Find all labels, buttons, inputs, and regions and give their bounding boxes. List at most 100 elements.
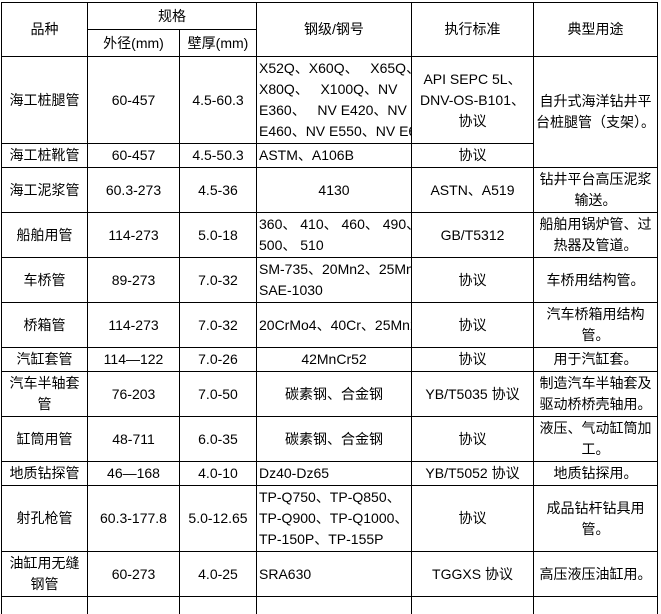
od-cell: 46—168 [87,461,180,486]
od-cell: 60.3-177.8 [87,485,180,552]
empty-cell [533,596,658,614]
use-cell: 汽车桥箱用结构 管。 [533,302,658,348]
wt-cell: 6.0-35 [179,416,257,462]
use-cell: 高压液压油缸用。 [533,551,658,597]
wt-cell: 5.0-12.65 [179,485,257,552]
header-outer-diameter: 外径(mm) [87,29,180,57]
table-row: 汽车半轴套 管 76-203 7.0-50 碳素钢、合金钢 YB/T5035 协议 制造汽… [1,371,658,417]
product-cell: 射孔枪管 [1,485,88,552]
use-cell: 用于汽缸套。 [533,347,658,372]
grade-cell: ASTM、A106B [256,143,412,168]
table-row: 油缸用无缝 钢管 60-273 4.0-25 SRA630 TGGXS 协议 高压液压油缸… [1,551,658,597]
grade-cell: TP-Q750、TP-Q850、 TP-Q900、TP-Q1000、 TP-15… [256,485,412,552]
product-cell: 地质钻探管 [1,461,88,486]
od-cell: 60-457 [87,56,180,144]
empty-cell [1,596,88,614]
table-row: 海工泥浆管 60.3-273 4.5-36 4130 ASTN、A519 钻井平台高压泥浆… [1,167,658,213]
table-row: 海工桩靴管 60-457 4.5-50.3 ASTM、A106B 协议 [1,143,658,168]
od-cell: 60-457 [87,143,180,168]
header-grade: 钢级/钢号 [256,2,412,57]
product-cell: 船舶用管 [1,212,88,258]
standard-cell: 协议 [411,347,534,372]
standard-cell: API SEPC 5L、 DNV-OS-B101、 协议 [411,56,534,144]
product-cell: 汽缸套管 [1,347,88,372]
od-cell: 48-711 [87,416,180,462]
header-product: 品种 [1,2,88,57]
od-cell: 60.3-273 [87,167,180,213]
table-row: 汽缸套管 114—122 7.0-26 42MnCr52 协议 用于汽缸套。 [1,347,658,372]
product-cell: 海工桩靴管 [1,143,88,168]
use-cell: 地质钻探用。 [533,461,658,486]
od-cell: 114—122 [87,347,180,372]
grade-cell: X52Q、X60Q、 X65Q、 X80Q、 X100Q、NV E360、 NV… [256,56,412,144]
standard-cell: 协议 [411,257,534,303]
od-cell: 114-273 [87,212,180,258]
use-cell: 液压、气动缸筒加 工。 [533,416,658,462]
use-cell: 船舶用锅炉管、过 热器及管道。 [533,212,658,258]
header-standard: 执行标准 [411,2,534,57]
od-cell: 114-273 [87,302,180,348]
wt-cell: 7.0-26 [179,347,257,372]
table-row: 缸筒用管 48-711 6.0-35 碳素钢、合金钢 协议 液压、气动缸筒加 工。 [1,416,658,462]
header-row-top: 品种 规格 钢级/钢号 执行标准 典型用途 [1,2,658,57]
table-row: 射孔枪管 60.3-177.8 5.0-12.65 TP-Q750、TP-Q850、 … [1,485,658,552]
table-row: 桥箱管 114-273 7.0-32 20CrMo4、40Cr、25Mn2 协议 汽车桥箱… [1,302,658,348]
product-cell: 海工桩腿管 [1,56,88,144]
wt-cell: 5.0-18 [179,212,257,258]
od-cell: 76-203 [87,371,180,417]
grade-cell: 360、 410、 460、 490、 500、 510 [256,212,412,258]
empty-cell [411,596,534,614]
table-header: 品种 规格 钢级/钢号 执行标准 典型用途 外径(mm) 壁厚(mm) [1,2,658,57]
empty-cell [179,596,257,614]
product-cell: 油缸用无缝 钢管 [1,551,88,597]
product-cell: 汽车半轴套 管 [1,371,88,417]
standard-cell: 协议 [411,416,534,462]
wt-cell: 4.0-25 [179,551,257,597]
table-row: 地质钻探管 46—168 4.0-10 Dz40-Dz65 YB/T5052 协议 地质钻… [1,461,658,486]
standard-cell: TGGXS 协议 [411,551,534,597]
grade-cell: 碳素钢、合金钢 [256,371,412,417]
standard-cell: ASTN、A519 [411,167,534,213]
header-row-sub: 外径(mm) 壁厚(mm) [2,29,658,57]
header-spec: 规格 [87,2,257,30]
use-cell: 成品钻杆钻具用 管。 [533,485,658,552]
grade-cell: 碳素钢、合金钢 [256,416,412,462]
partial-row [1,596,658,614]
grade-cell: 20CrMo4、40Cr、25Mn2 [256,302,412,348]
grade-cell: Dz40-Dz65 [256,461,412,486]
standard-cell: GB/T5312 [411,212,534,258]
wt-cell: 7.0-50 [179,371,257,417]
od-cell: 60-273 [87,551,180,597]
grade-cell: 4130 [256,167,412,213]
standard-cell: YB/T5052 协议 [411,461,534,486]
empty-cell [256,596,412,614]
grade-cell: SRA630 [256,551,412,597]
use-cell: 制造汽车半轴套及 驱动桥桥壳轴用。 [533,371,658,417]
standard-cell: YB/T5035 协议 [411,371,534,417]
header-use: 典型用途 [533,2,658,57]
standard-cell: 协议 [411,485,534,552]
empty-cell [87,596,180,614]
wt-cell: 4.5-50.3 [179,143,257,168]
standard-cell: 协议 [411,302,534,348]
wt-cell: 4.5-36 [179,167,257,213]
wt-cell: 4.0-10 [179,461,257,486]
product-cell: 海工泥浆管 [1,167,88,213]
grade-cell: SM-735、20Mn2、25Mn2、 SAE-1030 [256,257,412,303]
wt-cell: 7.0-32 [179,302,257,348]
standard-cell: 协议 [411,143,534,168]
product-cell: 缸筒用管 [1,416,88,462]
use-cell: 钻井平台高压泥浆 输送。 [533,167,658,213]
header-wall-thickness: 壁厚(mm) [179,29,257,57]
use-cell: 车桥用结构管。 [533,257,658,303]
wt-cell: 4.5-60.3 [179,56,257,144]
use-cell: 自升式海洋钻井平 台桩腿管（支架）。 [533,56,658,168]
grade-cell: 42MnCr52 [256,347,412,372]
od-cell: 89-273 [87,257,180,303]
